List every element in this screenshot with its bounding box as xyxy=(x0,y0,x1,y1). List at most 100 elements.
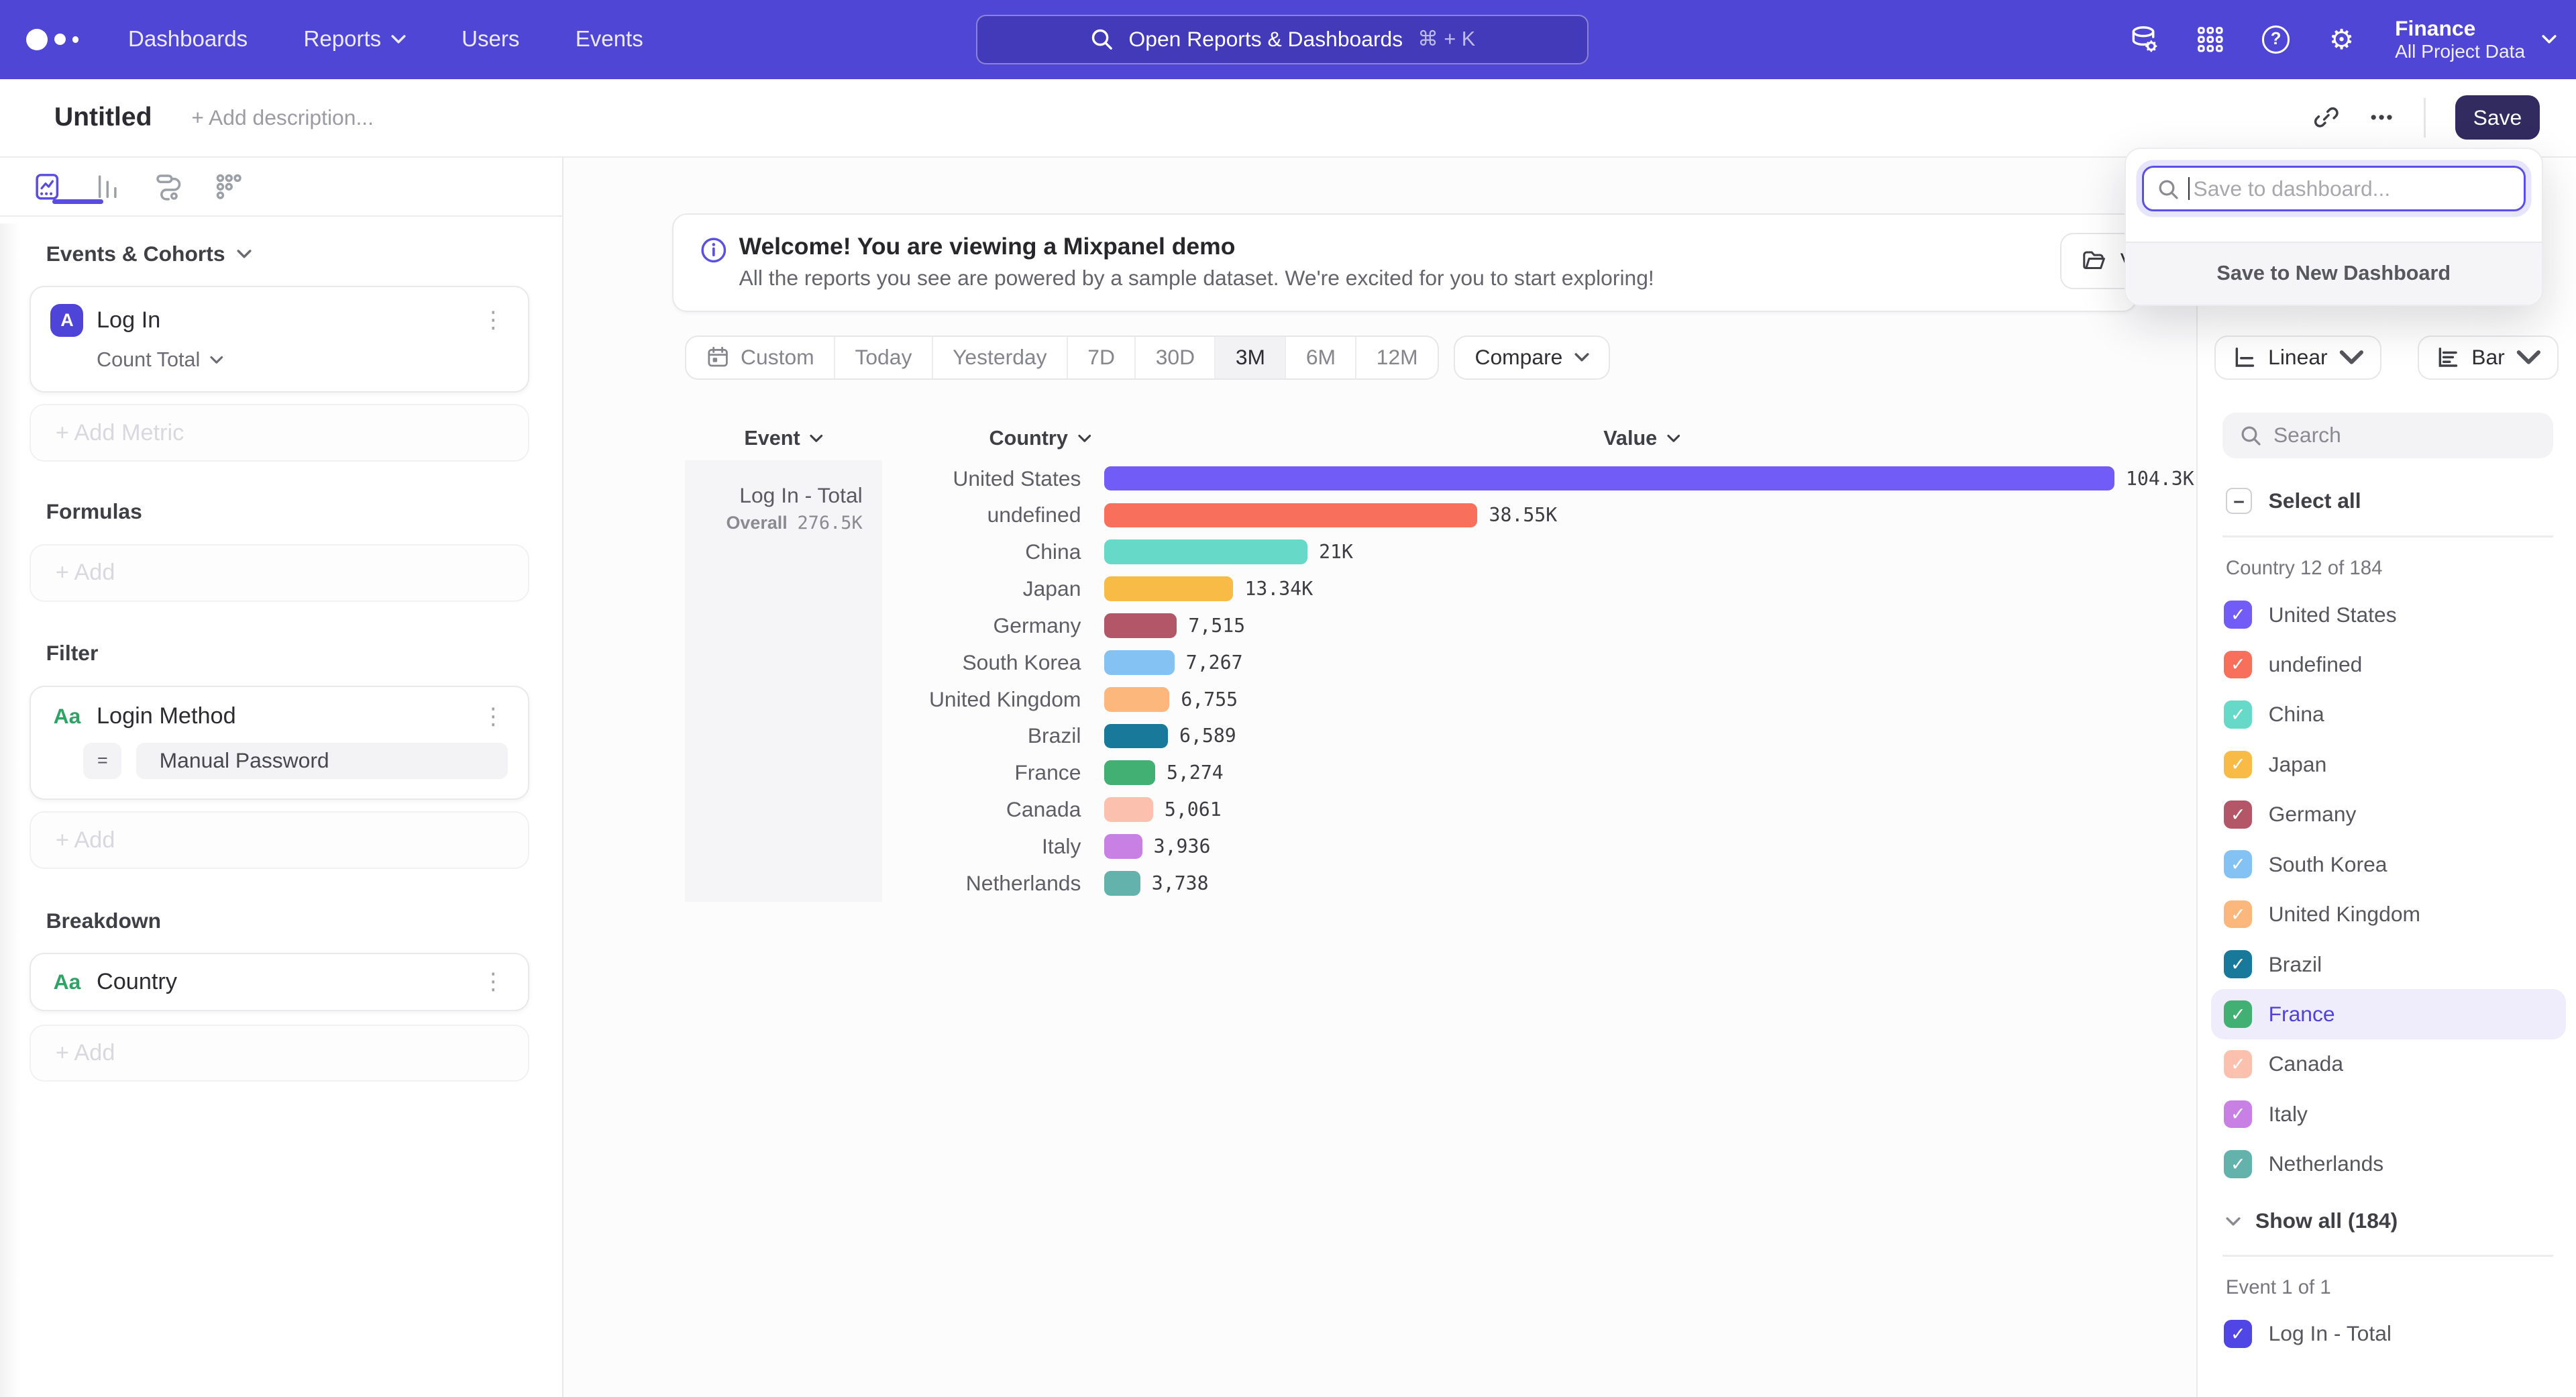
help-icon[interactable]: ? xyxy=(2260,24,2292,56)
save-to-new-dashboard-button[interactable]: Save to New Dashboard xyxy=(2125,242,2542,305)
legend-item[interactable]: ✓ United Kingdom xyxy=(2211,889,2566,939)
nav-users[interactable]: Users xyxy=(462,26,520,52)
filter-value[interactable]: Manual Password xyxy=(136,742,508,779)
nav-dashboards[interactable]: Dashboards xyxy=(128,26,248,52)
bar[interactable] xyxy=(1104,797,1153,823)
copy-link-icon[interactable] xyxy=(2311,103,2341,132)
bar-category-label: United States xyxy=(953,466,1081,490)
legend-item[interactable]: ✓ Canada xyxy=(2211,1039,2566,1089)
legend-checkbox[interactable]: ✓ xyxy=(2224,850,2253,879)
add-breakdown-button[interactable]: + Add xyxy=(30,1024,529,1082)
tab-insights[interactable] xyxy=(32,171,104,204)
select-all-checkbox-indeterminate[interactable]: – xyxy=(2225,488,2253,515)
legend-checkbox[interactable]: ✓ xyxy=(2224,1100,2253,1129)
legend-item[interactable]: ✓ France xyxy=(2210,989,2567,1039)
data-management-icon[interactable] xyxy=(2129,24,2160,56)
legend-item[interactable]: ✓ Brazil xyxy=(2211,939,2566,989)
project-selector[interactable]: Finance All Project Data xyxy=(2395,16,2557,62)
metric-aggregation[interactable]: Count Total xyxy=(97,348,508,372)
bar[interactable] xyxy=(1104,760,1155,786)
breakdown-property-name[interactable]: Country xyxy=(97,969,177,995)
compare-button[interactable]: Compare xyxy=(1454,335,1610,380)
banner-title: Welcome! You are viewing a Mixpanel demo xyxy=(739,233,1236,260)
legend-checkbox[interactable]: ✓ xyxy=(2224,701,2253,729)
bar[interactable] xyxy=(1104,834,1142,859)
legend-item[interactable]: ✓ Italy xyxy=(2211,1089,2566,1139)
settings-gear-icon[interactable]: ⚙ xyxy=(2328,23,2355,55)
global-search[interactable]: Open Reports & Dashboards ⌘ + K xyxy=(975,15,1589,64)
legend-checkbox[interactable]: ✓ xyxy=(2224,950,2253,978)
range-yesterday[interactable]: Yesterday xyxy=(931,336,1067,378)
legend-item[interactable]: ✓ Germany xyxy=(2211,790,2566,839)
breakdown-kebab-icon[interactable]: ⋮ xyxy=(482,969,505,995)
legend-item[interactable]: ✓ Netherlands xyxy=(2211,1139,2566,1189)
metric-event-name[interactable]: Log In xyxy=(97,307,161,333)
bar[interactable] xyxy=(1104,686,1170,712)
select-all-row[interactable]: – Select all xyxy=(2225,488,2576,515)
apps-grid-icon[interactable] xyxy=(2194,24,2226,56)
chart-type-selector[interactable]: Bar xyxy=(2417,335,2559,380)
tab-flows[interactable] xyxy=(153,171,184,203)
range-7d[interactable]: 7D xyxy=(1066,336,1134,378)
bar[interactable] xyxy=(1104,613,1177,638)
legend-item[interactable]: ✓ China xyxy=(2211,690,2566,739)
nav-reports[interactable]: Reports xyxy=(303,27,406,52)
report-title[interactable]: Untitled xyxy=(54,103,152,132)
filter-property-name[interactable]: Login Method xyxy=(97,703,236,729)
legend-item[interactable]: ✓ Japan xyxy=(2211,739,2566,789)
tab-funnels[interactable] xyxy=(92,171,123,203)
legend-event-item[interactable]: ✓ Log In - Total xyxy=(2211,1309,2566,1359)
legend-checkbox[interactable]: ✓ xyxy=(2224,900,2253,929)
legend-checkbox[interactable]: ✓ xyxy=(2224,1150,2253,1178)
horizontal-bars-icon xyxy=(2438,348,2458,367)
add-filter-button[interactable]: + Add xyxy=(30,811,529,869)
bar[interactable] xyxy=(1104,870,1140,896)
legend-search-input[interactable] xyxy=(2222,412,2553,459)
bar[interactable] xyxy=(1104,723,1168,749)
legend-item-label: China xyxy=(2268,702,2324,727)
legend-checkbox[interactable]: ✓ xyxy=(2224,750,2253,779)
legend-item[interactable]: ✓ South Korea xyxy=(2211,839,2566,889)
filter-operator[interactable]: = xyxy=(83,742,122,779)
legend-checkbox[interactable]: ✓ xyxy=(2224,601,2253,629)
show-all-button[interactable]: Show all (184) xyxy=(2226,1208,2576,1233)
legend-item[interactable]: ✓ United States xyxy=(2211,590,2566,639)
scale-selector[interactable]: Linear xyxy=(2214,335,2381,380)
save-dashboard-input[interactable] xyxy=(2142,165,2526,212)
metric-kebab-icon[interactable]: ⋮ xyxy=(482,307,505,333)
chart-row: South Korea 7,267 xyxy=(685,644,2196,681)
add-formula-button[interactable]: + Add xyxy=(30,544,529,602)
range-custom[interactable]: Custom xyxy=(686,337,834,378)
range-today[interactable]: Today xyxy=(834,336,932,378)
legend-checkbox[interactable]: ✓ xyxy=(2224,800,2253,829)
bar[interactable] xyxy=(1104,539,1307,565)
column-header-country[interactable]: Country xyxy=(882,427,1091,450)
bar[interactable] xyxy=(1104,503,1478,528)
bar[interactable] xyxy=(1104,576,1234,601)
nav-events[interactable]: Events xyxy=(575,26,643,52)
top-nav: Dashboards Reports Users Events Open Rep… xyxy=(0,0,2576,79)
range-6m[interactable]: 6M xyxy=(1285,336,1355,378)
legend-group-label: Country 12 of 184 xyxy=(2225,557,2383,580)
events-cohorts-header[interactable]: Events & Cohorts xyxy=(46,242,528,266)
column-header-value[interactable]: Value xyxy=(1603,427,1680,450)
add-description[interactable]: + Add description... xyxy=(191,105,374,130)
event-legend-checkbox[interactable]: ✓ xyxy=(2224,1320,2253,1348)
bar[interactable] xyxy=(1104,650,1175,675)
tab-retention[interactable] xyxy=(213,171,245,203)
legend-checkbox[interactable]: ✓ xyxy=(2224,1050,2253,1078)
filter-kebab-icon[interactable]: ⋮ xyxy=(482,703,505,729)
bar[interactable] xyxy=(1104,466,2114,491)
legend-item[interactable]: ✓ undefined xyxy=(2211,639,2566,689)
range-12m[interactable]: 12M xyxy=(1355,336,1438,378)
more-actions-button[interactable]: ••• xyxy=(2370,107,2395,127)
add-metric-button[interactable]: + Add Metric xyxy=(30,404,529,462)
range-3m-active[interactable]: 3M xyxy=(1214,336,1285,378)
mixpanel-logo-icon[interactable] xyxy=(26,28,99,50)
legend-item-label: Germany xyxy=(2268,802,2357,827)
legend-checkbox[interactable]: ✓ xyxy=(2224,650,2253,679)
range-30d[interactable]: 30D xyxy=(1134,336,1214,378)
save-button[interactable]: Save xyxy=(2455,95,2540,140)
legend-checkbox[interactable]: ✓ xyxy=(2224,1000,2253,1029)
column-header-event[interactable]: Event xyxy=(685,427,882,450)
